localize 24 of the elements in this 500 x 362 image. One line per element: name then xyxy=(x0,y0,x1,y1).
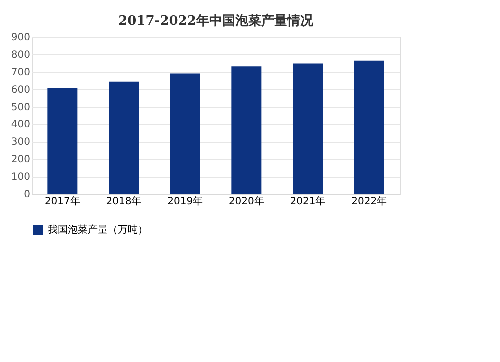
bar xyxy=(354,60,384,194)
y-tick-label: 500 xyxy=(11,102,30,114)
bar xyxy=(109,82,139,194)
y-tick-label: 200 xyxy=(11,154,30,166)
bar xyxy=(48,88,78,194)
y-tick-label: 800 xyxy=(11,50,30,61)
y-tick-label: 100 xyxy=(11,172,30,184)
x-tick-label: 2019年 xyxy=(168,196,204,208)
x-tick-label: 2018年 xyxy=(106,196,142,208)
x-tick-label: 2017年 xyxy=(44,196,80,208)
y-tick-label: 900 xyxy=(11,32,30,44)
y-tick-label: 400 xyxy=(11,120,30,131)
chart-title: 2017-2022年中国泡菜产量情况 xyxy=(118,13,314,29)
y-tick-label: 600 xyxy=(11,84,30,96)
y-tick-label: 700 xyxy=(11,67,30,78)
bar xyxy=(170,74,200,194)
x-tick-label: 2022年 xyxy=(352,196,388,208)
bar xyxy=(293,64,323,194)
legend-label: 我国泡菜产量（万吨） xyxy=(48,224,148,236)
y-tick-label: 0 xyxy=(24,190,30,200)
x-tick-label: 2020年 xyxy=(228,196,264,208)
bar xyxy=(232,66,262,194)
x-tick-label: 2021年 xyxy=(290,196,326,208)
y-tick-label: 300 xyxy=(11,137,30,148)
